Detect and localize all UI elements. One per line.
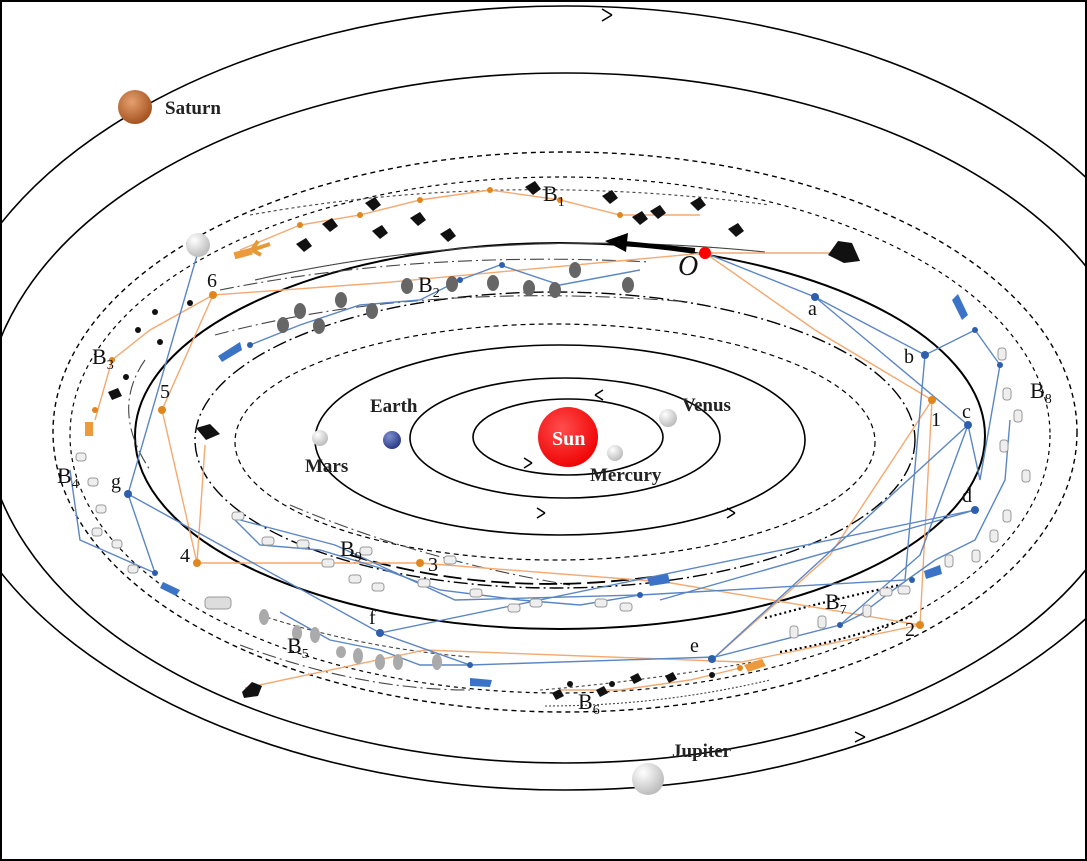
belt-label-b5: B5 (287, 633, 309, 662)
sun-label: Sun (552, 428, 585, 450)
sun (538, 407, 598, 467)
route-stop-b: b (904, 346, 914, 368)
route-stop-4: 4 (180, 545, 190, 567)
jupiter-label: Jupiter (672, 741, 732, 762)
saturn-label: Saturn (165, 98, 221, 119)
route-stop-2: 2 (905, 619, 915, 641)
route-stop-e: e (690, 635, 699, 657)
belt-label-b3: B3 (92, 344, 114, 373)
belt-label-b1: B1 (543, 181, 565, 210)
rock-near-origin (828, 241, 860, 263)
belt-label-b4: B4 (57, 463, 79, 492)
route-nodes (92, 187, 1003, 671)
route-stop-5: 5 (160, 381, 170, 403)
direction-arrows (523, 8, 866, 743)
mars-planet (312, 430, 328, 446)
route-stop-d: d (962, 485, 972, 507)
arrow-saturn-orbit (601, 8, 613, 22)
route-stop-f: f (369, 607, 376, 629)
belt-label-b8: B8 (1030, 378, 1052, 407)
main-orbit-arrowhead (605, 233, 628, 252)
belt-label-b7: B7 (825, 589, 847, 618)
move-arrows (85, 239, 968, 687)
route-stop-c: c (962, 401, 971, 423)
mars-orbit (234, 323, 876, 561)
earth-label: Earth (370, 396, 418, 417)
route-stop-6: 6 (207, 270, 217, 292)
main-orbit-arrow (624, 241, 696, 252)
earth-planet (383, 431, 401, 449)
jupiter-orbit (0, 72, 1087, 764)
belt-label-b6: B6 (578, 689, 600, 718)
mars-label: Mars (305, 456, 348, 477)
mercury-planet (607, 445, 623, 461)
belt-tracks (128, 189, 916, 707)
venus-orbit (409, 377, 721, 499)
mercury-label: Mercury (590, 465, 662, 486)
belt-label-b9: B9 (340, 536, 362, 565)
belt-label-b2: B2 (418, 272, 440, 301)
orange-route (94, 189, 933, 691)
outer-belt-boundary (52, 151, 1078, 713)
saturn-orbit (0, 5, 1087, 791)
route-stop-3: 3 (428, 554, 438, 576)
route-stop-1: 1 (931, 409, 941, 431)
route-stop-a: a (808, 298, 817, 320)
belt-rocks (75, 181, 1031, 700)
saturn-planet (118, 90, 152, 124)
jupiter-planet (632, 763, 664, 795)
venus-label: Venus (682, 395, 731, 416)
dwarf-planet (186, 233, 210, 257)
route-stop-g: g (111, 471, 121, 493)
origin-point (699, 247, 711, 259)
origin-label: O (678, 251, 698, 282)
mercury-orbit (472, 398, 664, 476)
venus-planet (659, 409, 677, 427)
